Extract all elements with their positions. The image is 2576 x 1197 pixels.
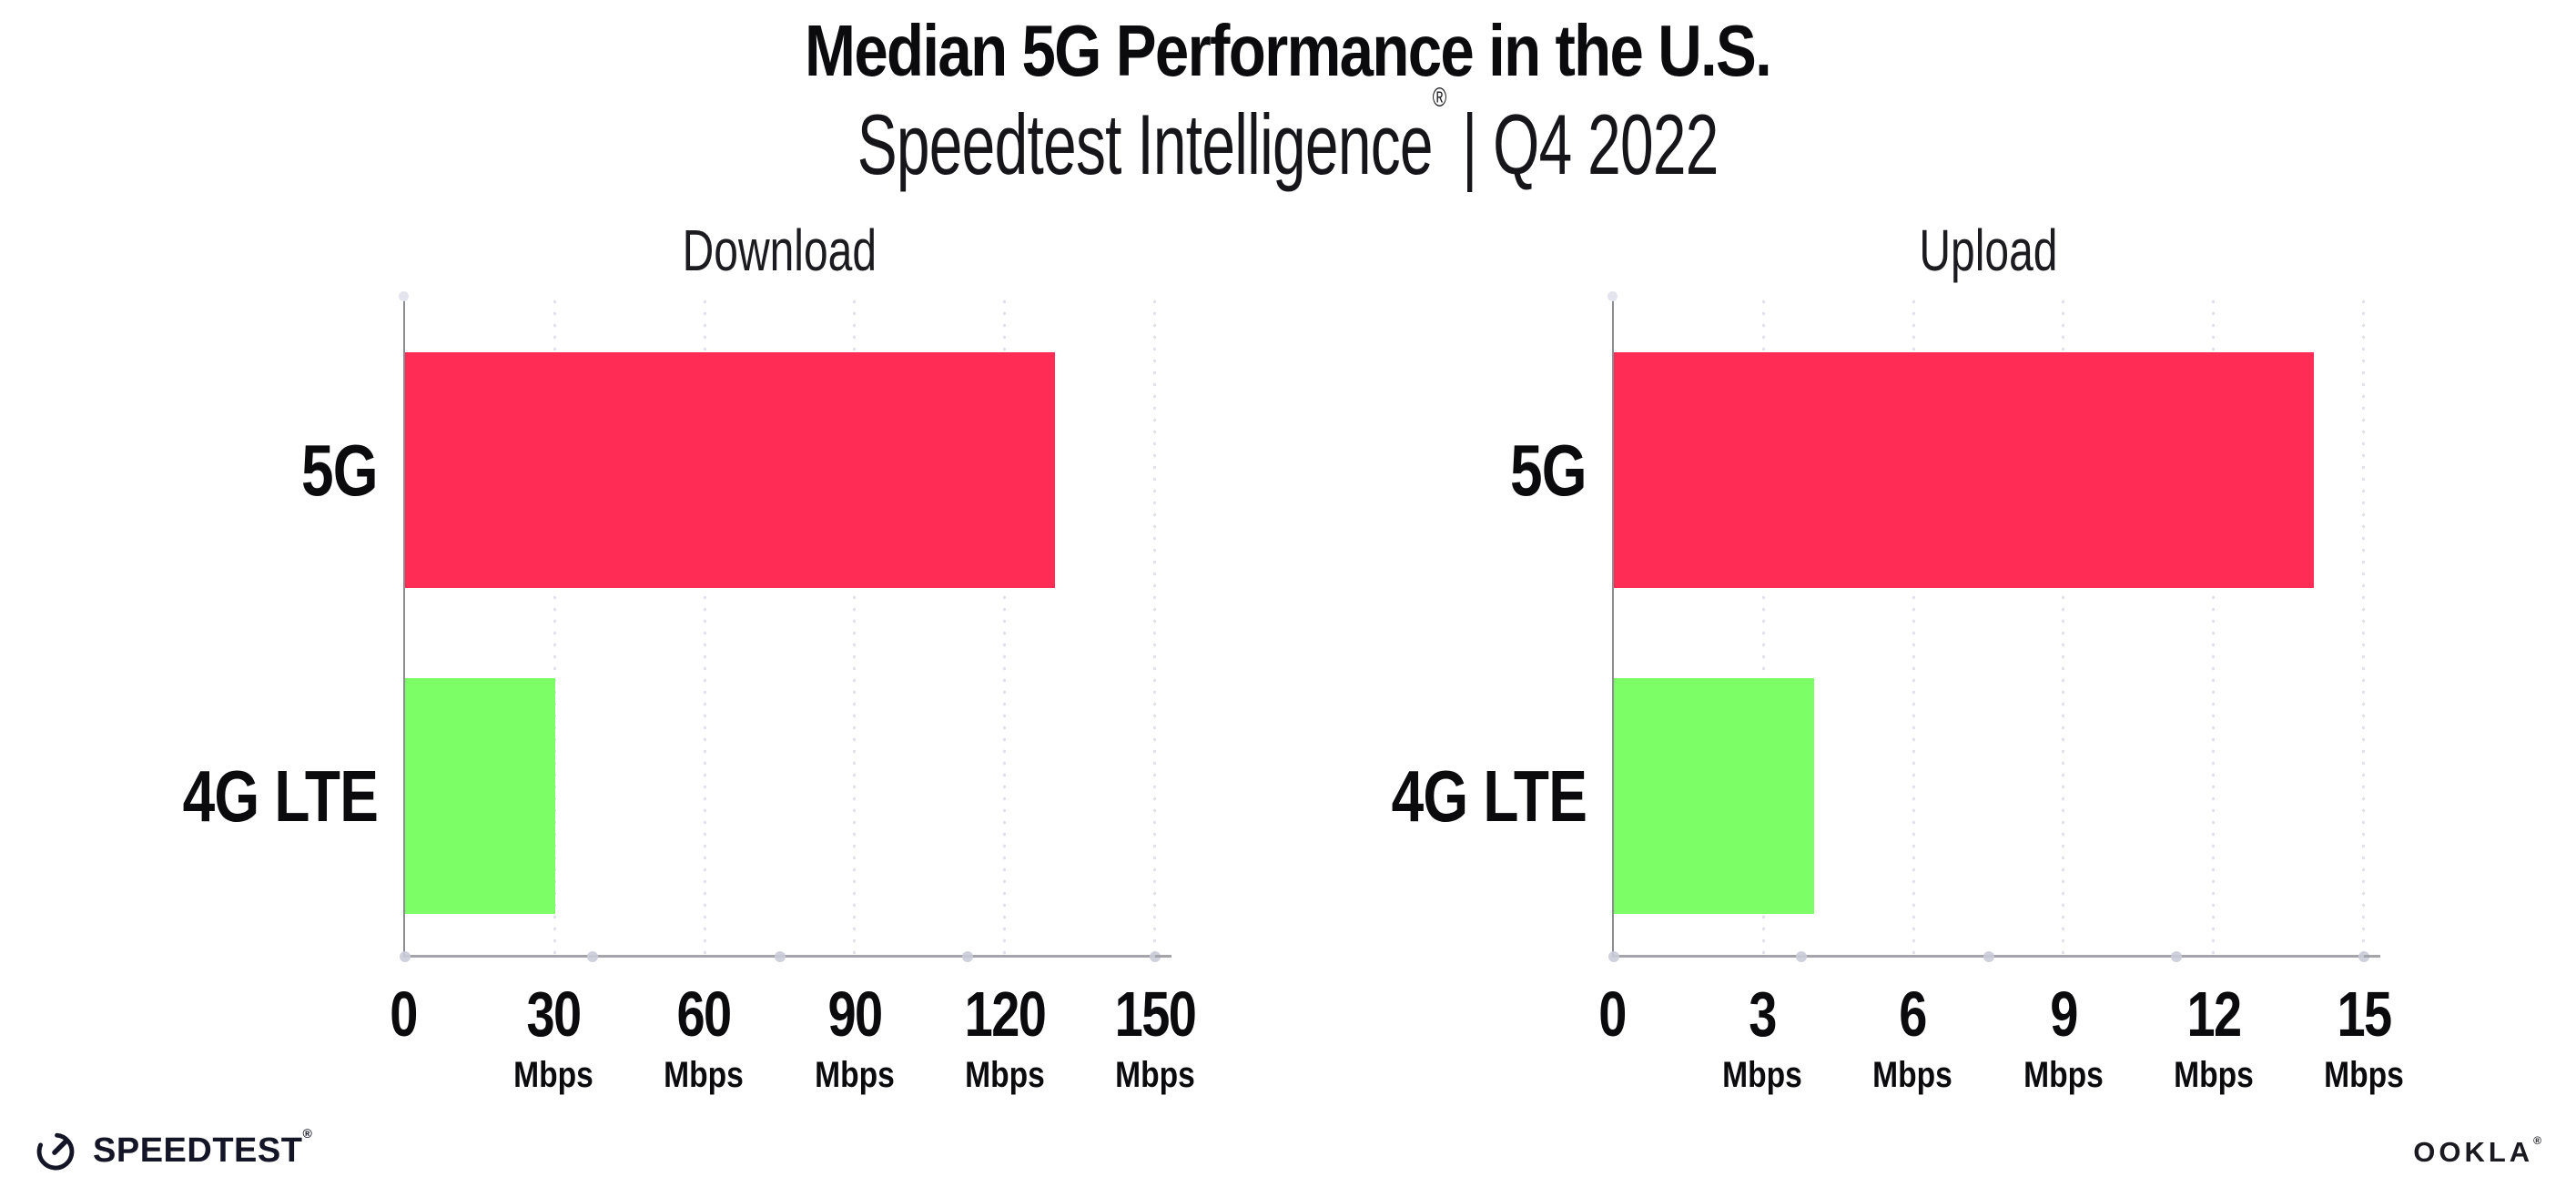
x-tick-unit: Mbps xyxy=(664,1055,745,1095)
category-label: 5G xyxy=(1339,429,1587,511)
x-tick-value: 15 xyxy=(2337,979,2392,1050)
x-tick-unit: Mbps xyxy=(1722,1055,1803,1095)
x-tick-value: 30 xyxy=(526,979,583,1050)
x-tick: 3 Mbps xyxy=(1715,960,1810,1093)
x-tick: 12 Mbps xyxy=(2166,960,2261,1093)
gridline-30-mbps xyxy=(553,296,556,955)
category-label: 4G LTE xyxy=(1339,755,1587,837)
x-tick-unit: Mbps xyxy=(1872,1055,1953,1095)
x-tick: 60 Mbps xyxy=(656,960,751,1093)
gridline-60-mbps xyxy=(703,296,706,955)
page-subtitle-text: Speedtest Intelligence® | Q4 2022 xyxy=(857,84,1719,188)
category-label-text: 5G xyxy=(301,429,379,511)
gridline-15-mbps xyxy=(2362,296,2365,955)
speedtest-wordmark: SPEEDTEST® xyxy=(93,1127,312,1170)
gridline-12-mbps xyxy=(2212,296,2216,955)
axis-marker-dot xyxy=(962,951,973,962)
category-label-text: 5G xyxy=(1510,429,1587,511)
x-tick-value: 150 xyxy=(1114,979,1197,1050)
page-subtitle: Speedtest Intelligence® | Q4 2022 xyxy=(0,84,2576,188)
x-tick-value: 0 xyxy=(1598,979,1627,1050)
subtitle-brand: Speedtest Intelligence xyxy=(857,96,1434,192)
chart-title-text: Download xyxy=(682,218,877,283)
registered-mark: ® xyxy=(1433,82,1446,113)
bar-5g xyxy=(405,352,1056,588)
x-tick-unit: Mbps xyxy=(2023,1055,2104,1095)
x-tick-unit: Mbps xyxy=(2324,1055,2404,1095)
plot-area xyxy=(1607,291,2380,962)
x-tick: 150 Mbps xyxy=(1105,960,1206,1093)
plot-area xyxy=(399,291,1171,962)
x-tick: 30 Mbps xyxy=(506,960,601,1093)
x-tick-unit: Mbps xyxy=(964,1055,1045,1095)
gridline-3-mbps xyxy=(1761,296,1765,955)
x-axis: 0 3 Mbps 6 Mbps 9 Mbps 12 Mbps 15 Mbps xyxy=(1598,960,2404,1115)
axis-marker-dot xyxy=(400,951,411,962)
x-tick-value: 60 xyxy=(676,979,733,1050)
chart-upload: Upload 0 3 Mbps 6 Mbps 9 Mbps 12 Mbps 15 Mbps 5G 4G… xyxy=(1339,218,2404,1129)
category-label-text: 4G LTE xyxy=(182,755,379,837)
ookla-logo: OOKLA® xyxy=(2413,1135,2541,1168)
chart-title: Download xyxy=(403,218,1155,283)
page-title: Median 5G Performance in the U.S. xyxy=(0,15,2576,87)
bar-5g xyxy=(1614,352,2315,588)
bar-4g-lte xyxy=(405,678,555,914)
gridline-9-mbps xyxy=(2062,296,2065,955)
axis-marker-dot xyxy=(1608,951,1619,962)
bar-4g-lte xyxy=(1614,678,1814,914)
chart-download: Download 0 30 Mbps 60 Mbps 90 Mbps 120 Mbps 150 Mb… xyxy=(130,218,1197,1129)
axis-marker-dot xyxy=(2171,951,2182,962)
x-tick-unit: Mbps xyxy=(513,1055,594,1095)
category-label-text: 4G LTE xyxy=(1391,755,1587,837)
x-tick: 6 Mbps xyxy=(1865,960,1960,1093)
axis-marker-dot xyxy=(775,951,786,962)
ookla-registered-mark: ® xyxy=(2533,1133,2541,1147)
x-axis: 0 30 Mbps 60 Mbps 90 Mbps 120 Mbps 150 Mbps xyxy=(390,960,1197,1115)
page-title-text: Median 5G Performance in the U.S. xyxy=(805,10,1772,91)
speedtest-wordmark-text: SPEEDTEST xyxy=(93,1131,303,1170)
category-label: 4G LTE xyxy=(130,755,379,837)
axis-marker-dot xyxy=(1796,951,1807,962)
x-tick: 9 Mbps xyxy=(2015,960,2110,1093)
speedtest-gauge-icon xyxy=(36,1132,75,1171)
x-tick-value: 3 xyxy=(1749,979,1777,1050)
x-tick-value: 0 xyxy=(390,979,418,1050)
x-tick: 0 xyxy=(1596,960,1629,1046)
x-tick: 0 xyxy=(387,960,421,1046)
x-tick: 15 Mbps xyxy=(2317,960,2411,1093)
chart-title-text: Upload xyxy=(1918,218,2058,283)
x-tick-unit: Mbps xyxy=(1115,1055,1195,1095)
category-label: 5G xyxy=(130,429,379,511)
speedtest-logo: SPEEDTEST® xyxy=(33,1127,312,1174)
x-tick-value: 120 xyxy=(964,979,1046,1050)
x-tick-value: 6 xyxy=(1899,979,1928,1050)
gridline-150-mbps xyxy=(1153,296,1156,955)
x-tick-unit: Mbps xyxy=(814,1055,895,1095)
gridline-6-mbps xyxy=(1912,296,1915,955)
x-tick-value: 90 xyxy=(827,979,883,1050)
x-tick-unit: Mbps xyxy=(2173,1055,2254,1095)
subtitle-period: | Q4 2022 xyxy=(1445,96,1719,192)
x-tick: 90 Mbps xyxy=(806,960,901,1093)
x-tick-value: 9 xyxy=(2049,979,2078,1050)
axis-marker-dot xyxy=(587,951,598,962)
speedtest-registered-mark: ® xyxy=(302,1126,313,1141)
x-tick: 120 Mbps xyxy=(954,960,1055,1093)
axis-marker-dot xyxy=(1983,951,1994,962)
ookla-wordmark-text: OOKLA xyxy=(2413,1136,2534,1168)
x-tick-value: 12 xyxy=(2186,979,2242,1050)
gridline-120-mbps xyxy=(1003,296,1007,955)
gridline-90-mbps xyxy=(853,296,857,955)
chart-title: Upload xyxy=(1612,218,2364,283)
